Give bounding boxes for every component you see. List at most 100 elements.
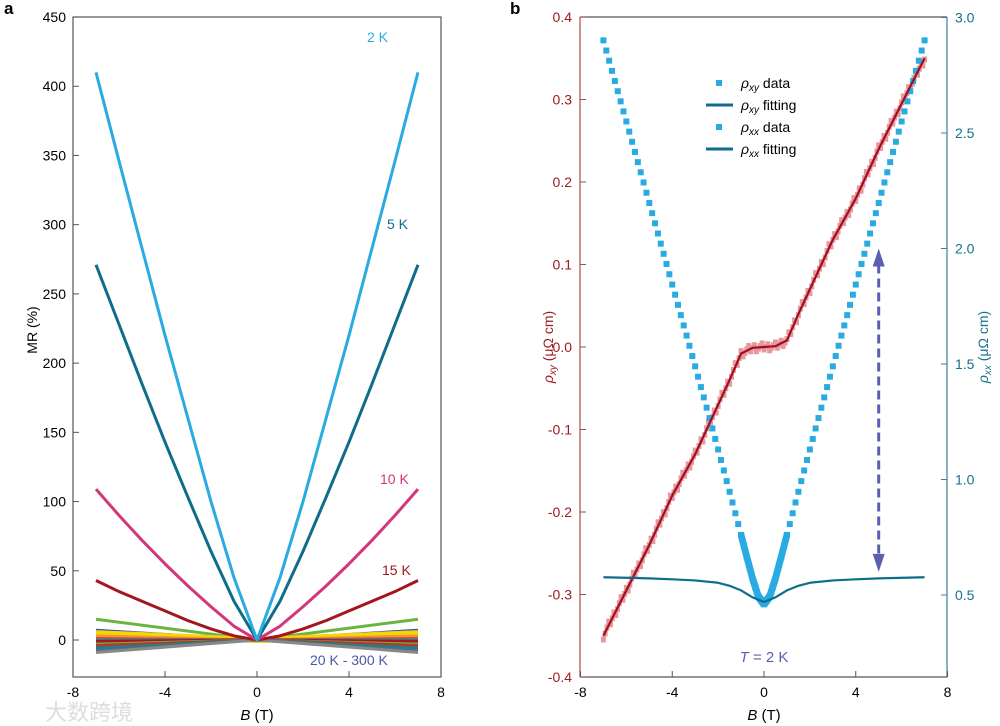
- panel-label-b: b: [510, 0, 520, 18]
- arrow-head-down-icon: [872, 553, 885, 572]
- rho-xy-data-point: [920, 62, 926, 69]
- label-5k: 5 K: [387, 216, 409, 232]
- rho-xy-data-point: [632, 572, 638, 579]
- rho-xx-data-point: [869, 220, 876, 227]
- rho-xx-data-point: [712, 435, 719, 442]
- x-tick-label: -8: [67, 684, 80, 700]
- rho-xy-data-point: [645, 547, 651, 554]
- legend-subscript: xx: [748, 149, 760, 160]
- rho-xy-data-point: [625, 587, 631, 594]
- xlabel-unit: (T): [250, 707, 273, 724]
- rho-xy-data-point: [680, 469, 686, 476]
- legend-symbol: ρ: [740, 141, 749, 157]
- rho-xy-data-point: [807, 289, 813, 296]
- y-tick-label: 250: [43, 286, 67, 302]
- rho-xx-data-point: [844, 312, 851, 319]
- rho-xx-data-point: [783, 531, 790, 538]
- rho-xx-data-point: [798, 478, 805, 485]
- rho-xx-data-point: [631, 148, 638, 155]
- rho-xx-data-point: [815, 415, 822, 422]
- legend-subscript: xy: [748, 105, 760, 116]
- y-tick-label: 200: [43, 355, 67, 371]
- rho-xy-data-point: [742, 349, 748, 356]
- rho-xy-data-point: [778, 337, 784, 344]
- legend-text: data: [759, 119, 790, 135]
- y-tick-label: 400: [43, 78, 67, 94]
- rho-xx-data-point: [849, 291, 856, 298]
- x-tick-label: 8: [437, 684, 445, 700]
- rho-xy-data-point: [915, 71, 921, 78]
- rho-xx-data-point: [818, 404, 825, 411]
- rho-xy-data-point: [780, 343, 786, 350]
- label-15k: 15 K: [382, 562, 411, 578]
- ylabel-right-subscript: xx: [983, 364, 994, 376]
- rho-xx-data-point: [912, 67, 919, 74]
- rho-xx-data-point: [649, 210, 656, 217]
- rho-xx-data-point: [703, 404, 710, 411]
- rho-xx-data-point: [629, 138, 636, 145]
- rho-xy-data-point: [759, 340, 765, 347]
- rho-xy-data-point: [748, 348, 754, 355]
- rho-xx-data-point: [881, 179, 888, 186]
- legend-text: data: [759, 75, 790, 91]
- legend-text: fitting: [759, 141, 796, 157]
- rho-xx-data-point: [672, 291, 679, 298]
- rho-xx-data-point: [620, 108, 627, 115]
- panel-label-a: a: [4, 0, 14, 18]
- rho-xx-data-point: [683, 332, 690, 339]
- y-tick-label: 350: [43, 147, 67, 163]
- legend-marker-icon: [716, 80, 722, 86]
- rho-xx-data-point: [858, 260, 865, 267]
- rho-xx-data-point: [689, 353, 696, 360]
- legend-subscript: xy: [748, 83, 760, 94]
- series-2k-line: [94, 72, 420, 642]
- rho-xx-data-point: [706, 415, 713, 422]
- rho-xx-data-point: [904, 98, 911, 105]
- rho-xx-data-point: [692, 363, 699, 370]
- rho-xx-data-point: [686, 342, 693, 349]
- series-15k-line: [95, 579, 419, 642]
- rho-xy-data-point: [851, 194, 857, 201]
- rho-xx-data-point: [898, 118, 905, 125]
- y-tick-label: 50: [50, 563, 66, 579]
- rho-xy-data-point: [772, 339, 778, 346]
- y-right-tick-label: 1.5: [955, 356, 975, 372]
- rho-xx-data-point: [603, 47, 610, 54]
- rho-xy-data-point: [685, 461, 691, 468]
- rho-xx-data-point: [669, 281, 676, 288]
- rho-xx-data-point: [812, 425, 819, 432]
- rho-xx-data-point: [907, 88, 914, 95]
- x-tick-label: 8: [944, 684, 952, 700]
- rho-xx-data-point: [614, 88, 621, 95]
- rho-xy-data-point: [895, 111, 901, 118]
- y-right-tick-label: 0.5: [955, 587, 975, 603]
- rho-xy-data-point: [607, 621, 613, 628]
- y-right-tick-label: 2.0: [955, 241, 975, 257]
- rho-xx-data-point: [838, 332, 845, 339]
- rho-xx-data-point: [861, 250, 868, 257]
- rho-xx-data-point: [835, 342, 842, 349]
- rho-xy-data-point: [727, 380, 733, 387]
- rho-xx-data-point: [729, 499, 736, 506]
- rho-xx-data-point: [735, 521, 742, 528]
- ylabel-right-unit: (μΩ cm): [975, 311, 991, 365]
- rho-xx-data-point: [921, 37, 928, 44]
- legend-symbol: ρ: [740, 119, 749, 135]
- rho-xx-data-point: [801, 467, 808, 474]
- rho-xx-data-point: [626, 128, 633, 135]
- rho-xy-data-point: [744, 346, 750, 353]
- legend-symbol: ρ: [740, 97, 749, 113]
- label-20k-300k: 20 K - 300 K: [310, 652, 388, 668]
- y-left-tick-label: -0.2: [548, 504, 572, 520]
- rho-xy-data-point: [840, 220, 846, 227]
- rho-xx-data-point: [720, 467, 727, 474]
- rho-xx-data-point: [600, 37, 607, 44]
- ylabel-right-symbol: ρ: [975, 375, 991, 384]
- rho-xy-data-point: [713, 409, 719, 416]
- rho-xy-data-point: [662, 511, 668, 518]
- rho-xy-data-point: [883, 135, 889, 142]
- x-tick-label: 0: [253, 684, 261, 700]
- rho-xx-data-point: [617, 98, 624, 105]
- rho-xx-data-point: [824, 384, 831, 391]
- legend-text: fitting: [759, 97, 796, 113]
